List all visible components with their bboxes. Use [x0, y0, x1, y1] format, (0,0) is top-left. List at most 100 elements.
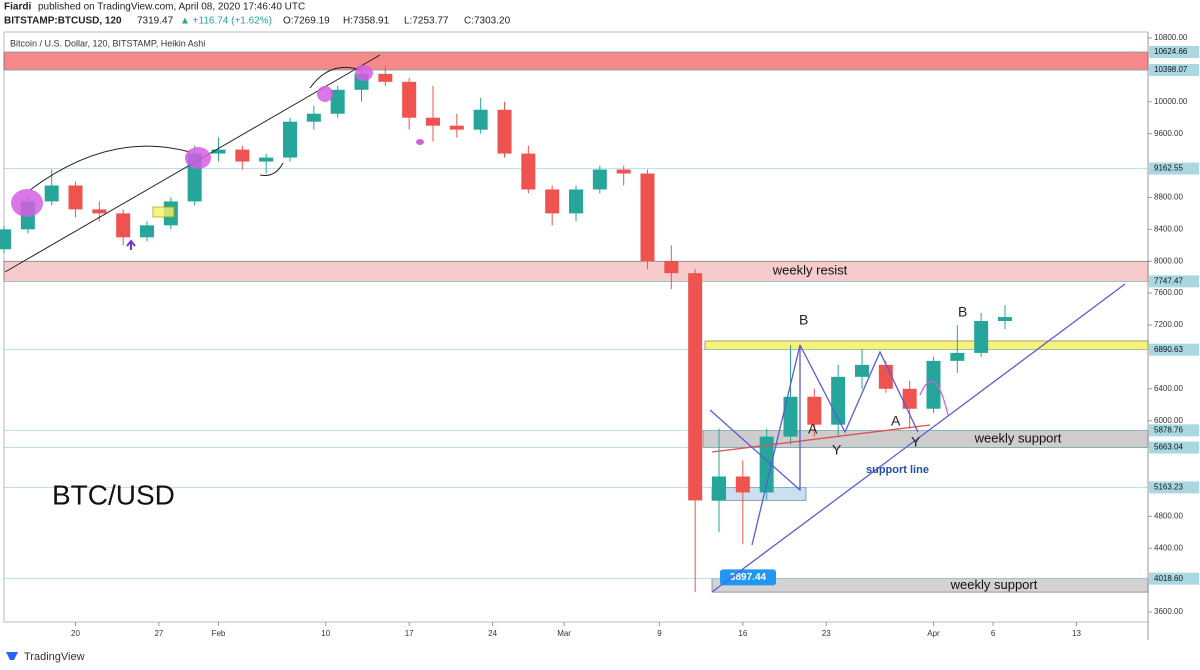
highlight: [355, 65, 373, 81]
candle-body: [306, 113, 321, 122]
x-tick-label: 27: [154, 629, 163, 638]
candle-body: [0, 229, 11, 250]
candle-body: [330, 89, 345, 114]
y-tick-label: 6000.00: [1154, 416, 1183, 425]
last-price: 7319.47: [137, 16, 174, 27]
x-tick-label: 24: [488, 629, 497, 638]
x-tick-label: Apr: [927, 629, 940, 638]
arrow: [919, 381, 949, 416]
footer-brand: TradingView: [24, 651, 85, 663]
candle-body: [807, 396, 822, 425]
candle-body: [712, 476, 726, 501]
candle-body: [569, 189, 583, 214]
y-tick-label: 6400.00: [1154, 384, 1183, 393]
wave-label: Y: [911, 434, 921, 450]
change: ▲ +116.74 (+1.62%): [180, 16, 272, 27]
y-tick-label: 9600.00: [1154, 129, 1183, 138]
x-tick-label: Mar: [557, 629, 571, 638]
candle-body: [616, 169, 631, 174]
chart-title: Bitcoin / U.S. Dollar, 120, BITSTAMP, He…: [10, 38, 205, 48]
symbol: BITSTAMP:BTCUSD, 120: [4, 16, 122, 27]
low-callout: [720, 569, 776, 586]
candle-body: [449, 125, 464, 130]
price-badge: [1149, 45, 1199, 58]
highlight: [416, 139, 424, 145]
price-badge-label: 10624.66: [1154, 47, 1188, 56]
candle-body: [378, 73, 393, 82]
highlight: [11, 189, 43, 217]
zone-label: weekly resist: [772, 263, 848, 278]
candle-body: [68, 185, 83, 210]
zone: [3, 260, 1149, 282]
y-tick-label: 4400.00: [1154, 543, 1183, 552]
price-badge: [1149, 441, 1199, 454]
candle-body: [235, 149, 250, 162]
price-badge: [1149, 481, 1199, 494]
x-tick-label: 13: [1072, 629, 1081, 638]
wave-lines: [709, 344, 919, 492]
low: L:7253.77: [404, 16, 449, 27]
wave-label: B: [958, 304, 967, 320]
arrow: [29, 145, 191, 191]
author: Fiardi: [4, 2, 31, 13]
candle-body: [759, 436, 774, 493]
candle-body: [592, 169, 607, 190]
price-badge-label: 6890.63: [1154, 345, 1183, 354]
wave-label: Y: [832, 442, 842, 458]
candle-body: [402, 81, 417, 118]
candle-body: [521, 153, 536, 190]
candle-body: [92, 209, 107, 214]
zone: [3, 51, 1149, 71]
x-tick-label: Feb: [212, 629, 226, 638]
x-tick-label: 9: [657, 629, 662, 638]
price-badge: [1149, 64, 1199, 77]
candle-body: [664, 261, 679, 274]
y-tick-label: 7600.00: [1154, 288, 1183, 297]
zone-label: weekly support: [950, 577, 1038, 592]
candle-body: [640, 173, 655, 262]
candle-body: [283, 121, 297, 158]
highlight: [185, 147, 211, 169]
zone: [704, 340, 1149, 350]
candle-body: [116, 213, 131, 238]
support-line: [711, 283, 1126, 593]
candle-body: [855, 364, 869, 377]
y-tick-label: 8800.00: [1154, 193, 1183, 202]
price-badge-label: 5663.04: [1154, 443, 1183, 452]
x-tick-label: 6: [991, 629, 996, 638]
arrow: [259, 162, 284, 176]
y-tick-label: 10800.00: [1154, 33, 1188, 42]
y-tick-label: 7200.00: [1154, 320, 1183, 329]
zone-label: weekly support: [974, 430, 1062, 445]
high: H:7358.91: [343, 16, 390, 27]
support-label: support line: [866, 464, 929, 476]
x-tick-label: 17: [405, 629, 414, 638]
candle-body: [902, 388, 917, 409]
y-tick-label: 8000.00: [1154, 256, 1183, 265]
arrow-up: [126, 239, 136, 250]
candle-body: [974, 321, 989, 353]
price-badge: [1149, 424, 1199, 437]
price-badge-label: 5163.23: [1154, 483, 1183, 492]
y-tick-label: 10000.00: [1154, 97, 1188, 106]
y-tick-label: 3600.00: [1154, 607, 1183, 616]
highlight: [317, 86, 333, 102]
candle-body: [545, 189, 560, 214]
candle-body: [426, 117, 440, 126]
wave-label: B: [799, 312, 808, 328]
candle-body: [878, 364, 893, 389]
price-badge-label: 4018.60: [1154, 574, 1183, 583]
published: published on TradingView.com, April 08, …: [38, 2, 305, 13]
candle-body: [473, 109, 488, 130]
candle-body: [950, 352, 965, 361]
box: [152, 206, 175, 218]
x-tick-label: 10: [321, 629, 330, 638]
drawings: [4, 54, 1126, 593]
candle-body: [140, 225, 154, 238]
candle-body: [497, 109, 512, 154]
candle-body: [259, 157, 274, 162]
price-badge: [1149, 275, 1199, 288]
wave-label: A: [808, 421, 818, 437]
zone: [711, 487, 807, 501]
